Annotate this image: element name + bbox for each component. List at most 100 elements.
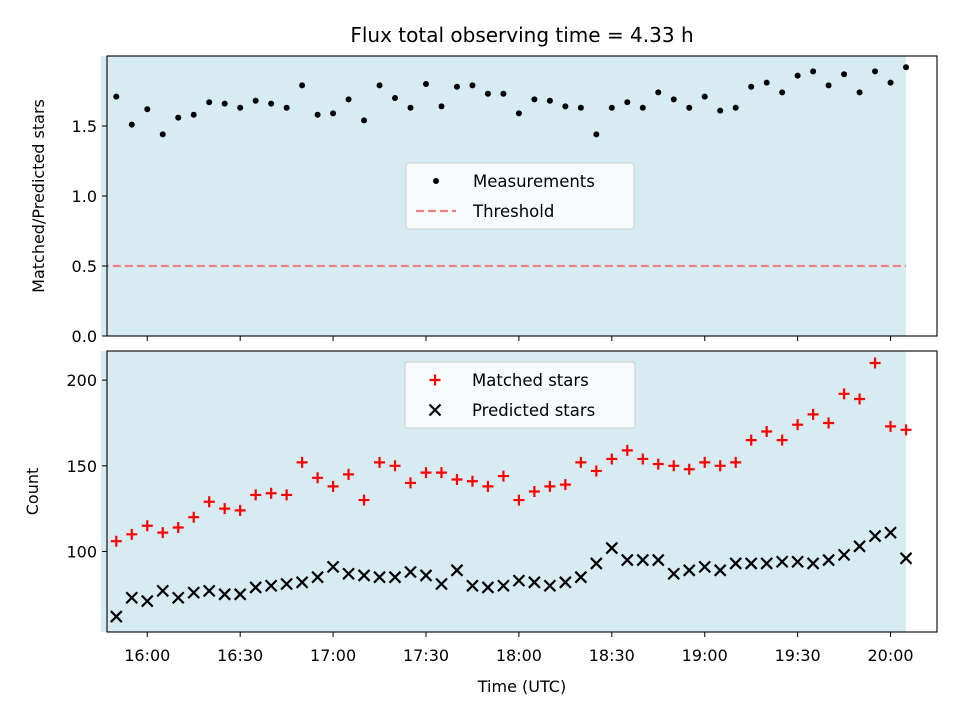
legend-box [404, 361, 636, 429]
measurements-point [670, 96, 677, 103]
matched-stars-point [435, 467, 447, 479]
matched-stars-point [776, 434, 788, 446]
matched-stars-point [281, 489, 293, 501]
legend-marker [428, 403, 442, 417]
predicted-stars-point [280, 577, 293, 591]
y-tick-label: 150 [66, 457, 97, 476]
matched-stars-point [869, 357, 881, 369]
legend-label: Matched stars [472, 371, 589, 390]
y-tick-label: 1.5 [72, 117, 97, 136]
matched-stars-point [482, 480, 494, 492]
matched-stars-point [838, 388, 850, 400]
predicted-stars-point [419, 569, 433, 582]
predicted-stars-point [713, 564, 727, 577]
x-tick-label: 19:30 [775, 646, 821, 665]
matched-stars-point [405, 477, 417, 489]
predicted-stars-point [481, 581, 495, 594]
matched-stars-point [110, 535, 122, 547]
measurements-point [144, 106, 151, 113]
predicted-stars-point [729, 557, 742, 570]
y-tick-label: 100 [66, 542, 97, 561]
measurements-point [159, 131, 166, 138]
legend-marker [433, 178, 439, 184]
y-tick-label: 200 [66, 371, 97, 390]
matched-stars-point [312, 472, 324, 484]
predicted-stars-point [110, 610, 123, 623]
predicted-stars-point [249, 581, 262, 594]
predicted-stars-point [667, 567, 681, 581]
x-tick-label: 20:00 [867, 646, 913, 665]
predicted-stars-point [218, 588, 231, 601]
predicted-stars-point [884, 526, 897, 539]
measurements-point [639, 104, 646, 111]
measurements-point [268, 100, 275, 107]
predicted-stars-point [497, 579, 510, 593]
matched-stars-point [606, 453, 618, 465]
matched-stars-point [730, 456, 742, 468]
matched-stars-point [699, 456, 711, 468]
x-tick-label: 16:00 [124, 646, 170, 665]
measurements-point [330, 110, 337, 117]
predicted-stars-point [605, 541, 619, 555]
predicted-stars-point [187, 586, 200, 599]
x-axis-label: Time (UTC) [477, 677, 566, 696]
predicted-stars-point [868, 529, 882, 543]
measurements-point [701, 93, 708, 100]
predicted-stars-point [775, 555, 789, 569]
measurements-point [469, 82, 476, 89]
measurements-point [345, 96, 352, 103]
legend-box [405, 162, 635, 230]
matched-stars-point [900, 424, 912, 436]
measurements-point [546, 97, 553, 104]
x-tick-label: 17:00 [310, 646, 356, 665]
predicted-stars-point [559, 576, 572, 589]
predicted-stars-point [357, 569, 371, 582]
predicted-stars-point [590, 557, 603, 570]
measurements-point [577, 104, 584, 111]
measurements-point [903, 64, 910, 71]
measurements-point [515, 110, 522, 117]
measurements-point [299, 82, 306, 89]
predicted-stars-point [744, 557, 758, 570]
predicted-stars-point [373, 570, 386, 584]
matched-stars-point [652, 458, 664, 470]
predicted-stars-point [450, 564, 464, 577]
matched-stars-point [141, 520, 153, 532]
matched-stars-point [157, 527, 169, 539]
legend-label: Threshold [472, 202, 554, 221]
predicted-stars-point [264, 579, 278, 593]
predicted-stars-point [326, 560, 340, 574]
measurements-point [500, 90, 507, 97]
measurements-point [113, 93, 120, 100]
measurements-point [128, 121, 135, 128]
ratio-panel: 0.0 0.5 1.0 1.5 Matched/Predicted stars Measu… [29, 55, 938, 346]
predicted-stars-point [311, 570, 324, 584]
matched-stars-point [528, 486, 540, 497]
predicted-stars-point [636, 553, 650, 567]
matched-stars-point [389, 460, 401, 472]
measurements-point [206, 99, 213, 106]
measurements-point [376, 82, 383, 89]
predicted-stars-point [125, 591, 139, 605]
matched-stars-point [807, 408, 819, 420]
matched-stars-point [497, 470, 509, 482]
legend: Measurements Threshold [405, 162, 635, 230]
axes-frame [106, 350, 938, 633]
matched-stars-point [513, 494, 525, 506]
matched-stars-point [265, 487, 277, 499]
measurements-point [732, 104, 739, 111]
measurements-point [221, 100, 228, 107]
predicted-stars-point [528, 576, 541, 589]
predicted-stars-point [853, 540, 866, 553]
matched-stars-point [792, 419, 804, 431]
matched-stars-point [621, 444, 633, 456]
measurements-point [453, 83, 460, 90]
matched-stars-point [203, 496, 215, 508]
measurements-point [794, 72, 801, 79]
measurements-point [748, 83, 755, 90]
measurements-point [361, 117, 368, 124]
x-tick-label: 17:30 [403, 646, 449, 665]
predicted-stars-point [837, 548, 851, 562]
predicted-stars-point [651, 553, 665, 567]
